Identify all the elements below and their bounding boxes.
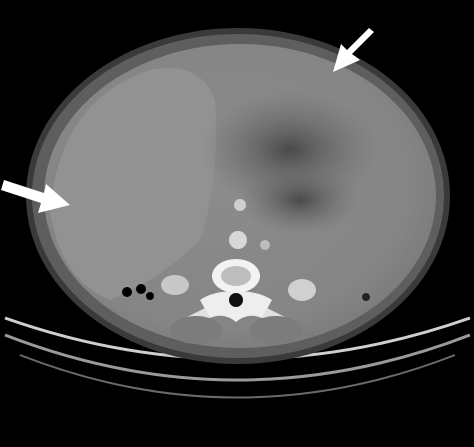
- gas: [122, 287, 132, 297]
- muscle: [250, 316, 302, 344]
- gas: [136, 284, 146, 294]
- gas: [362, 293, 370, 301]
- aorta: [229, 231, 247, 249]
- arrow: [1, 180, 70, 213]
- table-curve: [19, 354, 456, 399]
- kidney: [288, 279, 316, 301]
- mesentery: [240, 165, 360, 235]
- kidney: [161, 275, 189, 295]
- vessel: [234, 199, 246, 211]
- gas: [146, 292, 154, 300]
- vessel: [260, 240, 270, 250]
- liver: [50, 68, 216, 300]
- transverse-process: [262, 308, 287, 318]
- table-curve: [4, 333, 471, 382]
- spinal-canal: [229, 293, 243, 307]
- muscle: [170, 316, 222, 344]
- arrow: [333, 28, 374, 72]
- vertebral-body: [221, 266, 251, 286]
- transverse-process: [185, 308, 210, 318]
